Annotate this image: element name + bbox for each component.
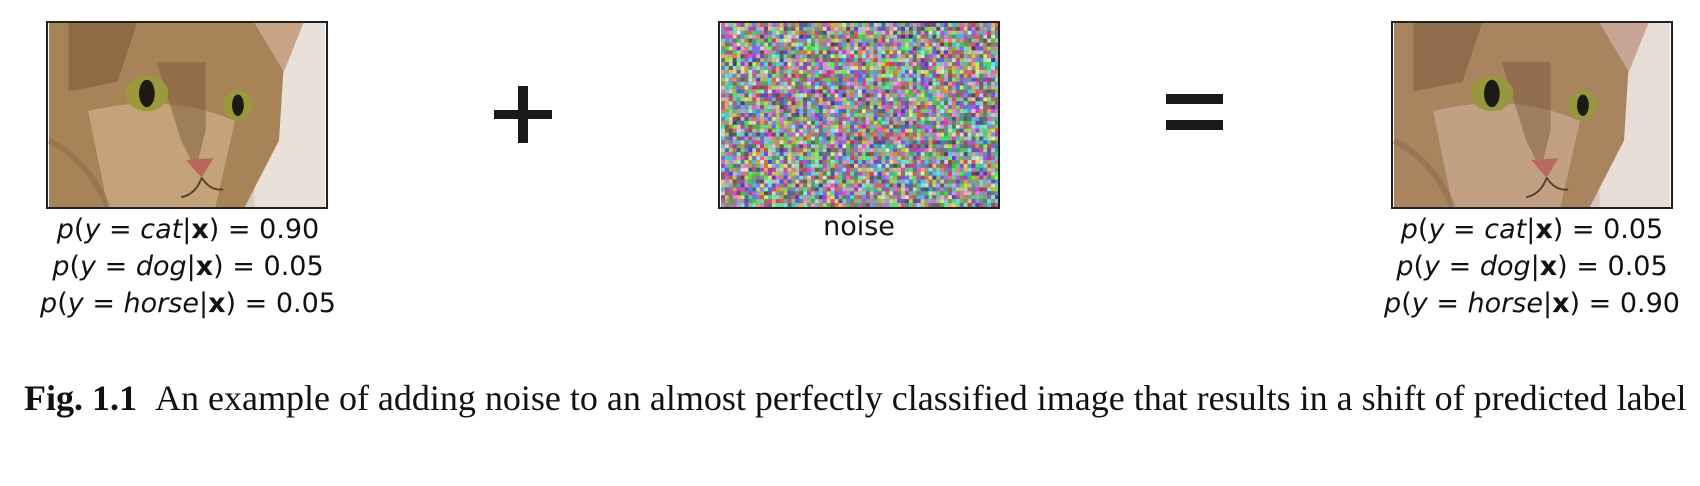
caption-text: An example of adding noise to an almost … xyxy=(155,378,1687,418)
prob-value: 0.05 xyxy=(263,251,324,282)
cat-illustration xyxy=(1393,23,1670,207)
prob-line-dog: p(y = dog|x) = 0.05 xyxy=(52,251,324,282)
cat-illustration xyxy=(48,23,325,207)
original-cat-image xyxy=(46,21,328,209)
prob-value: 0.90 xyxy=(1619,288,1680,319)
noise-pattern xyxy=(721,23,998,207)
prob-line-dog: p(y = dog|x) = 0.05 xyxy=(1396,251,1668,282)
prob-value: 0.05 xyxy=(1607,251,1668,282)
noise-label: noise xyxy=(823,211,895,242)
prob-line-cat: p(y = cat|x) = 0.90 xyxy=(56,214,320,245)
adversarial-probabilities: p(y = cat|x) = 0.05 p(y = dog|x) = 0.05 … xyxy=(1322,211,1700,322)
caption-label: Fig. 1.1 xyxy=(24,378,137,418)
prob-line-horse: p(y = horse|x) = 0.90 xyxy=(1384,288,1680,319)
original-probabilities: p(y = cat|x) = 0.90 p(y = dog|x) = 0.05 … xyxy=(0,211,398,322)
prob-value: 0.05 xyxy=(1603,214,1664,245)
adversarial-cat-image xyxy=(1391,21,1673,209)
prob-value: 0.90 xyxy=(259,214,320,245)
prob-line-cat: p(y = cat|x) = 0.05 xyxy=(1400,214,1664,245)
figure-caption: Fig. 1.1 An example of adding noise to an… xyxy=(24,377,1694,419)
prob-line-horse: p(y = horse|x) = 0.05 xyxy=(40,288,336,319)
noise-image xyxy=(718,21,1000,209)
prob-value: 0.05 xyxy=(275,288,336,319)
